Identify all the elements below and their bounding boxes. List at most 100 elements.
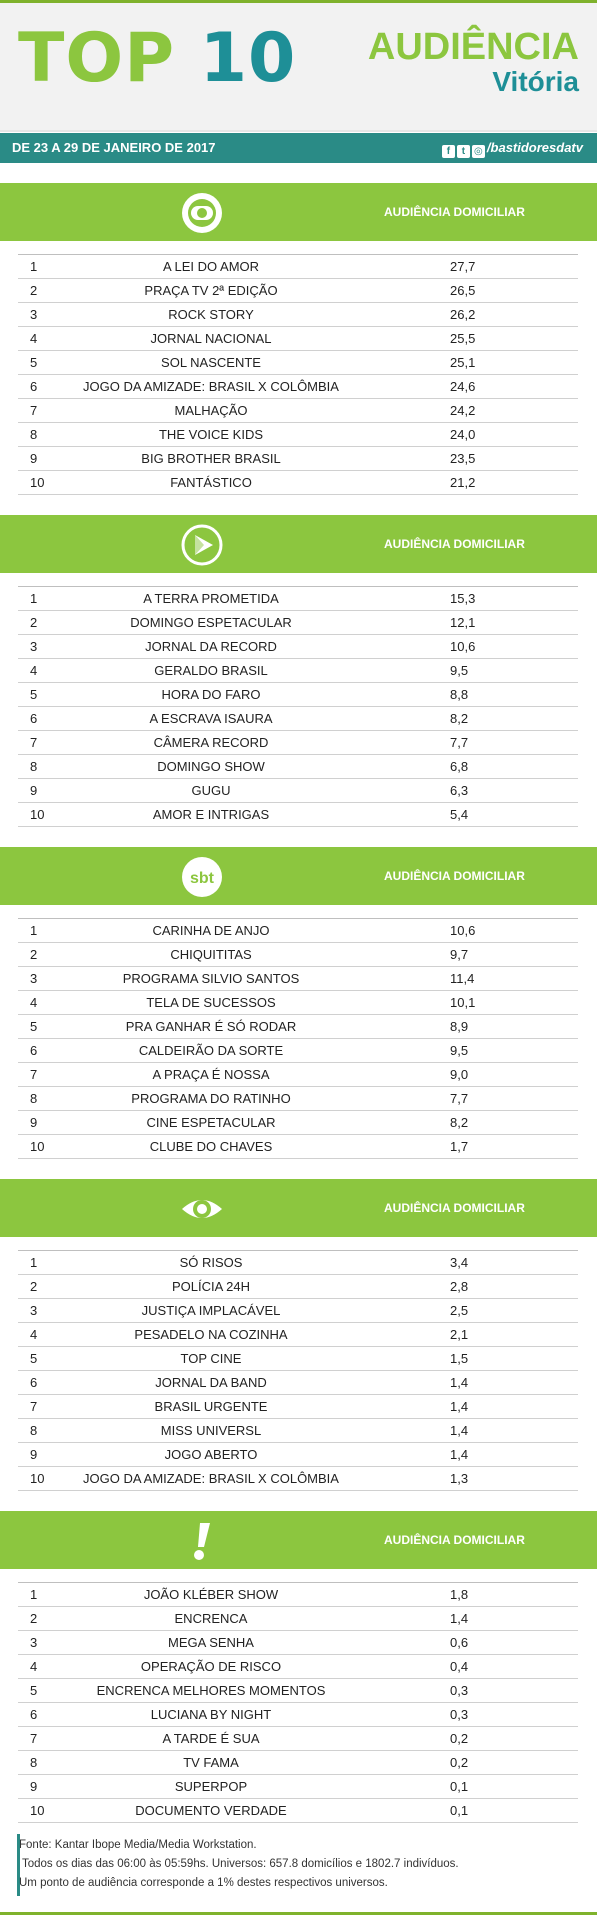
rank: 2	[30, 947, 38, 962]
footer-accent-bar	[17, 1834, 20, 1896]
rank: 10	[30, 475, 45, 490]
table-row: 5 TOP CINE 1,5	[18, 1347, 578, 1371]
rank: 3	[30, 1303, 38, 1318]
rank: 6	[30, 379, 38, 394]
table-row: 2 PRAÇA TV 2ª EDIÇÃO 26,5	[18, 279, 578, 303]
program-name: JORNAL DA BAND	[155, 1375, 267, 1390]
rank: 9	[30, 783, 38, 798]
rank: 5	[30, 1351, 38, 1366]
rank: 1	[30, 923, 38, 938]
rating-value: 9,7	[450, 947, 469, 962]
rank: 1	[30, 591, 38, 606]
table-row: 7 MALHAÇÃO 24,2	[18, 399, 578, 423]
program-name: GERALDO BRASIL	[154, 663, 268, 678]
sbt-logo-icon: sbt	[182, 857, 222, 897]
table-row: 6 LUCIANA BY NIGHT 0,3	[18, 1703, 578, 1727]
rank: 9	[30, 1115, 38, 1130]
section-band: sbt AUDIÊNCIA DOMICILIAR	[0, 847, 597, 905]
rating-value: 7,7	[450, 735, 469, 750]
table-row: 6 JOGO DA AMIZADE: BRASIL X COLÔMBIA 24,6	[18, 375, 578, 399]
table-row: 1 JOÃO KLÉBER SHOW 1,8	[18, 1583, 578, 1607]
section-band: AUDIÊNCIA DOMICILIAR	[0, 1511, 597, 1569]
table-row: 3 ROCK STORY 26,2	[18, 303, 578, 327]
city-name: Vitória	[492, 66, 579, 97]
program-name: CALDEIRÃO DA SORTE	[138, 1043, 284, 1058]
rating-value: 2,5	[450, 1303, 469, 1318]
program-name: CHIQUITITAS	[170, 947, 252, 962]
program-name: TELA DE SUCESSOS	[146, 995, 276, 1010]
rating-value: 3,4	[450, 1255, 469, 1270]
rating-value: 24,2	[450, 403, 476, 418]
rating-value: 24,0	[450, 427, 476, 442]
program-name: CÂMERA RECORD	[153, 735, 269, 750]
rank: 4	[30, 1327, 38, 1342]
table-row: 7 BRASIL URGENTE 1,4	[18, 1395, 578, 1419]
source-footer: Fonte: Kantar Ibope Media/Media Workstat…	[0, 1832, 597, 1915]
audiencia-vitoria-title: AUDIÊNCIA Vitória	[368, 28, 579, 96]
rank: 5	[30, 355, 38, 370]
rating-value: 6,8	[450, 759, 469, 774]
rating-value: 9,5	[450, 663, 469, 678]
rating-value: 1,4	[450, 1611, 469, 1626]
rank: 8	[30, 759, 38, 774]
social-handle-group[interactable]: f t ◎/bastidoresdatv	[441, 133, 583, 163]
table-row: 4 TELA DE SUCESSOS 10,1	[18, 991, 578, 1015]
program-name: A PRAÇA É NOSSA	[152, 1067, 270, 1082]
rank: 7	[30, 735, 38, 750]
audiencia-domiciliar-label: AUDIÊNCIA DOMICILIAR	[384, 1533, 525, 1547]
rank: 4	[30, 663, 38, 678]
table-row: 9 SUPERPOP 0,1	[18, 1775, 578, 1799]
top-accent-line	[0, 0, 597, 3]
rating-value: 1,3	[450, 1471, 469, 1486]
table-row: 2 POLÍCIA 24H 2,8	[18, 1275, 578, 1299]
program-name: JORNAL DA RECORD	[145, 639, 277, 654]
table-row: 9 BIG BROTHER BRASIL 23,5	[18, 447, 578, 471]
table-row: 4 JORNAL NACIONAL 25,5	[18, 327, 578, 351]
table-row: 1 A TERRA PROMETIDA 15,3	[18, 587, 578, 611]
program-name: PROGRAMA SILVIO SANTOS	[122, 971, 300, 986]
program-name: MISS UNIVERSL	[160, 1423, 262, 1438]
rating-value: 8,2	[450, 1115, 469, 1130]
sbt-logo-text: sbt	[190, 870, 215, 887]
table-row: 5 HORA DO FARO 8,8	[18, 683, 578, 707]
program-name: CARINHA DE ANJO	[152, 923, 270, 938]
rating-value: 0,2	[450, 1731, 469, 1746]
rank: 6	[30, 711, 38, 726]
rank: 7	[30, 1731, 38, 1746]
program-name: THE VOICE KIDS	[158, 427, 264, 442]
table-row: 8 THE VOICE KIDS 24,0	[18, 423, 578, 447]
rating-value: 1,8	[450, 1587, 469, 1602]
rating-value: 8,8	[450, 687, 469, 702]
rating-value: 6,3	[450, 783, 469, 798]
bottom-accent-line	[0, 1912, 597, 1915]
table-row: 3 MEGA SENHA 0,6	[18, 1631, 578, 1655]
table-row: 5 ENCRENCA MELHORES MOMENTOS 0,3	[18, 1679, 578, 1703]
rating-value: 0,3	[450, 1683, 469, 1698]
rank: 4	[30, 995, 38, 1010]
rank: 8	[30, 1091, 38, 1106]
program-name: ROCK STORY	[168, 307, 254, 322]
globo-logo-icon	[182, 193, 222, 233]
table-row: 10 AMOR E INTRIGAS 5,4	[18, 803, 578, 827]
rank: 8	[30, 1423, 38, 1438]
table-row: 8 TV FAMA 0,2	[18, 1751, 578, 1775]
table-row: 7 CÂMERA RECORD 7,7	[18, 731, 578, 755]
rating-value: 10,6	[450, 639, 476, 654]
rank: 1	[30, 1255, 38, 1270]
program-name: OPERAÇÃO DE RISCO	[140, 1659, 282, 1674]
rank: 7	[30, 403, 38, 418]
program-name: DOCUMENTO VERDADE	[135, 1803, 287, 1818]
program-name: BIG BROTHER BRASIL	[141, 451, 281, 466]
ranking-table: 1 JOÃO KLÉBER SHOW 1,8 2 ENCRENCA 1,4 3 MEGA …	[18, 1582, 578, 1823]
rank: 7	[30, 1399, 38, 1414]
rating-value: 1,7	[450, 1139, 469, 1154]
redetv-logo-icon	[194, 1523, 210, 1560]
channel-section-globo: AUDIÊNCIA DOMICILIAR 1 A LEI DO AMOR 27,7 …	[0, 183, 597, 495]
rank: 2	[30, 283, 38, 298]
rating-value: 21,2	[450, 475, 476, 490]
rating-value: 1,4	[450, 1447, 469, 1462]
ranking-table: 1 A TERRA PROMETIDA 15,3 2 DOMINGO ESPETACU…	[18, 586, 578, 827]
rank: 10	[30, 807, 45, 822]
table-row: 6 JORNAL DA BAND 1,4	[18, 1371, 578, 1395]
